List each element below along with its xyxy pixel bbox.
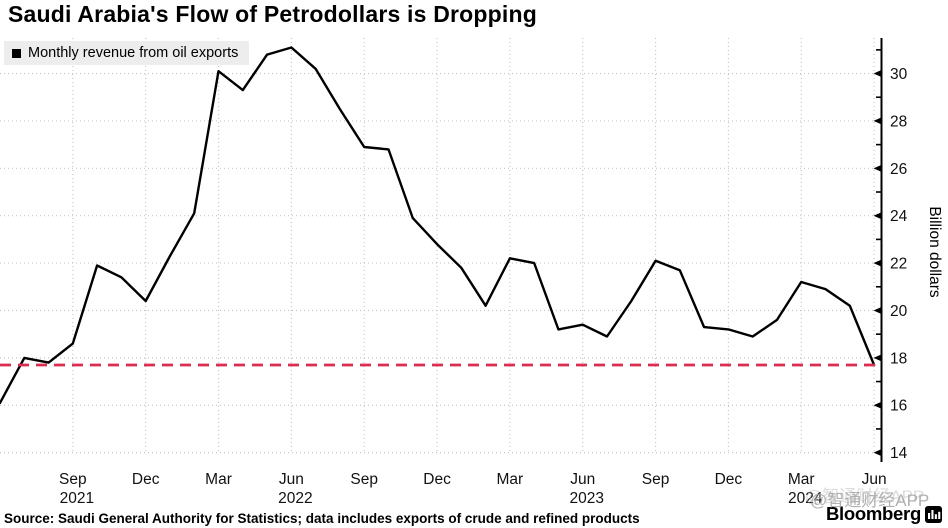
y-major-tick bbox=[873, 449, 882, 457]
x-tick-label: Jun bbox=[279, 471, 304, 488]
x-tick-label: Mar bbox=[497, 471, 524, 488]
y-major-tick bbox=[873, 401, 882, 409]
y-major-tick bbox=[873, 117, 882, 125]
y-axis-unit-label: Billion dollars bbox=[926, 206, 943, 298]
legend-label: Monthly revenue from oil exports bbox=[28, 45, 239, 61]
x-tick-year-label: 2023 bbox=[569, 490, 603, 507]
y-tick-label: 16 bbox=[890, 398, 907, 415]
x-tick-label: Sep bbox=[642, 471, 670, 488]
y-major-tick bbox=[873, 306, 882, 314]
x-tick-label: Mar bbox=[788, 471, 815, 488]
y-tick-label: 30 bbox=[890, 66, 908, 83]
y-tick-label: 22 bbox=[890, 256, 907, 273]
y-tick-label: 26 bbox=[890, 161, 907, 178]
bloomberg-media-logo-icon bbox=[924, 505, 942, 523]
y-major-tick bbox=[873, 164, 882, 172]
y-major-tick bbox=[873, 354, 882, 362]
chart-title: Saudi Arabia's Flow of Petrodollars is D… bbox=[8, 1, 538, 27]
x-tick-year-label: 2021 bbox=[60, 490, 94, 507]
revenue-line bbox=[0, 46, 876, 405]
y-tick-label: 28 bbox=[890, 113, 907, 130]
source-note: Source: Saudi General Authority for Stat… bbox=[4, 511, 640, 526]
bloomberg-wordmark: Bloomberg bbox=[826, 503, 921, 524]
chart-legend: Monthly revenue from oil exports bbox=[4, 41, 250, 65]
y-tick-label: 14 bbox=[890, 445, 908, 462]
y-major-tick bbox=[873, 259, 882, 267]
y-major-tick bbox=[873, 212, 882, 220]
y-tick-label: 20 bbox=[890, 303, 908, 320]
legend-square-marker-icon bbox=[12, 48, 21, 58]
y-major-tick bbox=[873, 70, 882, 78]
x-tick-label: Dec bbox=[715, 471, 743, 488]
x-tick-label: Mar bbox=[205, 471, 232, 488]
bloomberg-brand: Bloomberg bbox=[826, 503, 942, 525]
x-tick-label: Jun bbox=[862, 471, 887, 488]
y-tick-label: 24 bbox=[890, 208, 908, 225]
x-tick-label: Jun bbox=[570, 471, 595, 488]
x-tick-year-label: 2022 bbox=[278, 490, 312, 507]
y-tick-label: 18 bbox=[890, 350, 907, 367]
x-tick-label: Dec bbox=[132, 471, 160, 488]
x-tick-year-label: 2024 bbox=[788, 490, 823, 507]
x-tick-label: Dec bbox=[423, 471, 451, 488]
x-tick-label: Sep bbox=[350, 471, 378, 488]
x-tick-label: Sep bbox=[59, 471, 87, 488]
